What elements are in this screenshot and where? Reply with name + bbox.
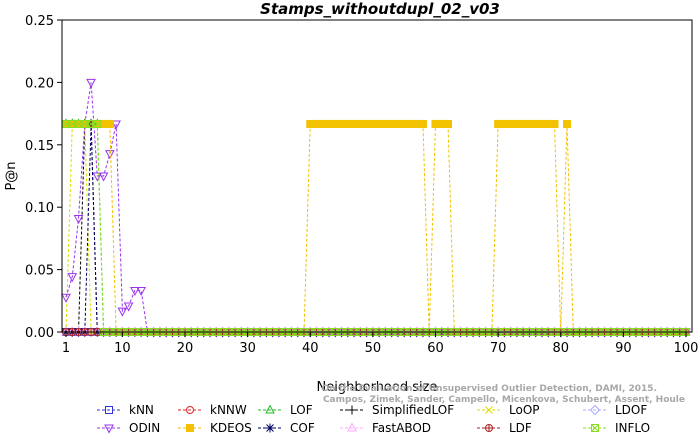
- axes: 1 10 20 30 40 50 60 70 80 90 100 0.00 0.05 0.10 0.15 0.…: [25, 14, 698, 356]
- legend-item-fastabod: FastABOD: [340, 421, 431, 434]
- legend-item-loop: LoOP: [477, 403, 540, 417]
- legend-label: LOF: [290, 403, 313, 417]
- legend-marker: [347, 405, 357, 415]
- legend-item-knn: kNN: [97, 403, 154, 417]
- legend-marker: [265, 404, 275, 414]
- series-cof: [61, 119, 691, 337]
- data-point: [105, 150, 115, 160]
- legend-label: LDF: [509, 421, 532, 434]
- y-tick-label: 0.10: [25, 201, 54, 216]
- legend-marker: [591, 424, 599, 432]
- data-point: [93, 119, 102, 128]
- plot-marks: [60, 78, 692, 338]
- series-lof: [61, 118, 691, 336]
- watermark-line-2: On the Evaluation of Unsupervised Outlie…: [322, 384, 657, 394]
- data-point: [563, 119, 572, 128]
- legend-label: kNN: [129, 403, 154, 417]
- series-line-simplifiedlof: [66, 123, 686, 333]
- legend-marker: [485, 406, 493, 414]
- legend-item-ldof: LDOF: [583, 403, 647, 417]
- series-loop: [62, 120, 690, 336]
- y-tick-label: 0.20: [25, 76, 54, 91]
- legend-item-simplifiedlof: SimplifiedLOF: [340, 403, 454, 417]
- legend-item-cof: COF: [258, 421, 315, 434]
- x-tick-label: 20: [177, 341, 194, 356]
- x-tick-label: 40: [302, 341, 319, 356]
- x-tick-label: 30: [239, 341, 256, 356]
- legend-marker: [104, 424, 114, 434]
- x-tick-label: 50: [365, 341, 382, 356]
- legend-label: SimplifiedLOF: [372, 403, 454, 417]
- legend-marker: [485, 424, 494, 432]
- y-tick-label: 0.25: [25, 14, 54, 29]
- data-point: [92, 172, 103, 182]
- data-point: [105, 119, 114, 128]
- series-simplifiedlof: [61, 119, 691, 337]
- legend-marker: [347, 422, 357, 432]
- watermark-line-1: Campos, Zimek, Sander, Campello, Micenko…: [323, 395, 685, 405]
- series-line-inflo: [66, 123, 686, 333]
- legend: kNN kNNW LOF SimplifiedLOF LoOP LDOF ODIN KDEOS…: [97, 403, 650, 434]
- y-axis-label: P@n: [4, 161, 19, 190]
- data-point: [86, 78, 96, 88]
- legend-label: COF: [290, 421, 315, 434]
- data-point: [123, 302, 134, 312]
- chart-title: Stamps_withoutdupl_02_v03: [260, 0, 500, 18]
- data-point: [444, 119, 453, 128]
- data-point: [136, 286, 146, 297]
- data-point: [111, 120, 121, 130]
- series-line-loop: [65, 123, 686, 333]
- legend-item-knnw: kNNW: [178, 403, 247, 417]
- legend-label: INFLO: [615, 421, 650, 434]
- series-kdeos: [62, 119, 690, 336]
- x-tick-label: 70: [490, 341, 507, 356]
- data-point: [117, 307, 128, 317]
- series-line-lof: [66, 123, 686, 333]
- legend-label: LoOP: [509, 403, 540, 417]
- series-inflo: [62, 119, 690, 336]
- legend-marker: [265, 423, 275, 433]
- legend-item-kdeos: KDEOS: [178, 421, 252, 434]
- x-tick-label: 10: [114, 341, 131, 356]
- series-odin: [61, 78, 691, 338]
- y-tick-label: 0.05: [25, 264, 54, 279]
- x-tick-label: 90: [615, 341, 632, 356]
- legend-label: kNNW: [210, 403, 247, 417]
- x-axis-label: Neighborhood size: [317, 380, 438, 395]
- x-tick-label: 80: [552, 341, 569, 356]
- y-tick-label: 0.15: [25, 139, 54, 154]
- x-tick-label: 1: [62, 341, 70, 356]
- legend-marker: [186, 424, 194, 432]
- x-tick-label: 100: [674, 341, 699, 356]
- data-point: [98, 172, 109, 182]
- legend-marker: [589, 404, 601, 416]
- y-tick-label: 0.00: [25, 326, 54, 341]
- data-point: [61, 293, 71, 303]
- legend-label: KDEOS: [210, 421, 252, 434]
- series-line-cof: [66, 123, 686, 333]
- plot-frame: [61, 19, 693, 333]
- data-point: [73, 215, 84, 225]
- data-point: [550, 119, 559, 128]
- series-line-kdeos: [66, 123, 686, 333]
- legend-item-lof: LOF: [258, 403, 313, 417]
- data-point: [130, 286, 140, 297]
- legend-label: LDOF: [615, 403, 647, 417]
- data-point: [418, 119, 427, 128]
- legend-item-inflo: INFLO: [583, 421, 650, 434]
- legend-marker: [105, 406, 113, 414]
- legend-item-ldf: LDF: [477, 421, 532, 434]
- data-point: [67, 273, 78, 283]
- legend-item-odin: ODIN: [97, 421, 160, 434]
- x-tick-label: 60: [427, 341, 444, 356]
- legend-label: FastABOD: [372, 421, 431, 434]
- legend-marker: [186, 406, 194, 414]
- series-line-odin: [65, 82, 686, 333]
- legend-label: ODIN: [129, 421, 160, 434]
